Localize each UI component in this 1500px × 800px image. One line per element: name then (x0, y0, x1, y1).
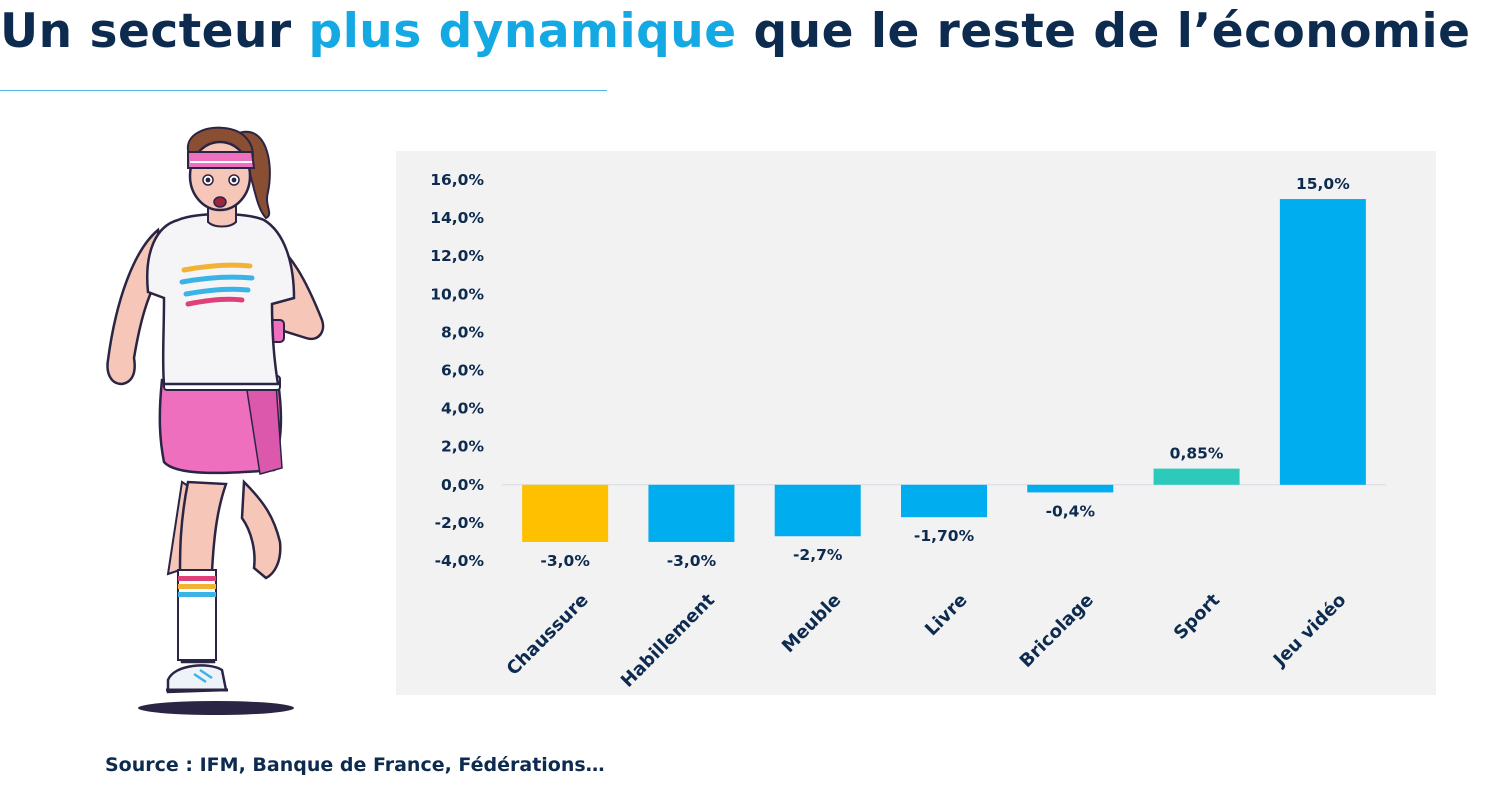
bar-sport (1153, 468, 1240, 485)
category-label: Chaussure (503, 590, 593, 680)
data-label: -3,0% (540, 552, 590, 570)
bar-chaussure (522, 484, 609, 542)
runner-illustration (106, 126, 325, 715)
y-tick-label: 12,0% (430, 247, 484, 265)
page-title: Un secteur plus dynamique que le reste d… (0, 4, 1470, 59)
category-label: Habillement (617, 589, 719, 691)
bar-livre (901, 484, 987, 518)
y-tick-label: 2,0% (441, 438, 484, 456)
title-part-2: que le reste de l’économie (736, 4, 1471, 59)
category-label: Sport (1170, 589, 1225, 644)
data-label: 15,0% (1296, 175, 1350, 193)
category-label: Bricolage (1016, 590, 1098, 672)
title-accent: plus dynamique (308, 4, 737, 59)
y-tick-label: 6,0% (441, 362, 484, 380)
bar-jeu-vid-o (1279, 199, 1366, 485)
y-tick-label: 8,0% (441, 323, 484, 341)
category-label: Meuble (778, 590, 845, 657)
data-label: -1,70% (914, 527, 975, 545)
category-label: Livre (921, 590, 972, 641)
chart-panel: 16,0% 14,0% 12,0% 10,0% 8,0% 6,0% 4,0% 2,0% 0,0%… (396, 151, 1436, 695)
bar-chart: 16,0% 14,0% 12,0% 10,0% 8,0% 6,0% 4,0% 2,0% 0,0%… (430, 171, 1386, 692)
category-labels: Chaussure Habillement Meuble Livre Bricolage… (503, 589, 1351, 691)
data-label: -3,0% (667, 552, 717, 570)
y-tick-label: 10,0% (430, 285, 484, 303)
bar-meuble (774, 484, 861, 537)
data-label: 0,85% (1170, 445, 1224, 463)
data-label: -0,4% (1046, 502, 1096, 520)
bar-bricolage (1027, 484, 1114, 493)
y-tick-label: 16,0% (430, 171, 484, 189)
source-note: Source : IFM, Banque de France, Fédérati… (105, 754, 605, 776)
y-tick-label: -4,0% (435, 552, 485, 570)
data-labels: -3,0% -3,0% -2,7% -1,70% -0,4% 0,85% 15,0% (540, 175, 1350, 570)
y-tick-label: 4,0% (441, 400, 484, 418)
y-axis: 16,0% 14,0% 12,0% 10,0% 8,0% 6,0% 4,0% 2,0% 0,0%… (430, 171, 484, 570)
category-label: Jeu vidéo (1268, 590, 1350, 672)
title-underline (0, 90, 607, 91)
bars (522, 199, 1366, 542)
bar-habillement (648, 484, 735, 542)
data-label: -2,7% (793, 546, 843, 564)
y-tick-label: 14,0% (430, 209, 484, 227)
y-tick-label: -2,0% (435, 514, 485, 532)
title-part-1: Un secteur (0, 4, 309, 59)
y-tick-label: 0,0% (441, 476, 484, 494)
